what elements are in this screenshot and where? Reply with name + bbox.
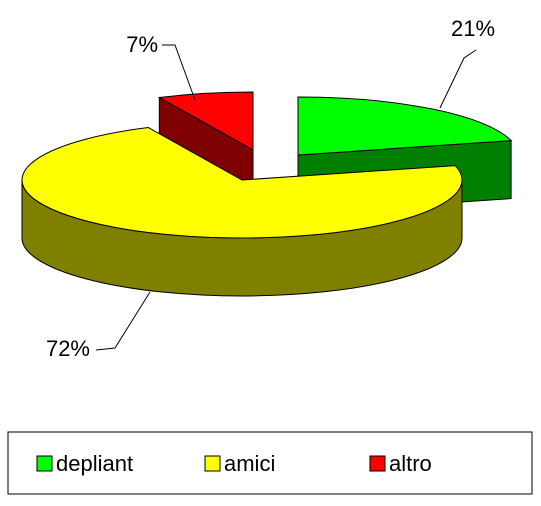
leader-line [439,49,477,109]
legend-label: altro [389,451,432,476]
legend-swatch [369,455,386,472]
legend-items: depliant amici altro [36,451,432,476]
slice [21,127,463,239]
legend-swatch [204,455,221,472]
legend-swatch [36,455,53,472]
data-label: 72% [46,336,90,361]
leader-line [162,44,196,101]
data-label: 7% [126,32,158,57]
legend [7,431,533,495]
legend-label: amici [224,451,275,476]
leader-line [95,291,151,351]
slice [297,96,513,156]
legend-label: depliant [56,451,133,476]
data-label: 21% [451,16,495,41]
pie [21,91,513,297]
slice [157,91,254,151]
